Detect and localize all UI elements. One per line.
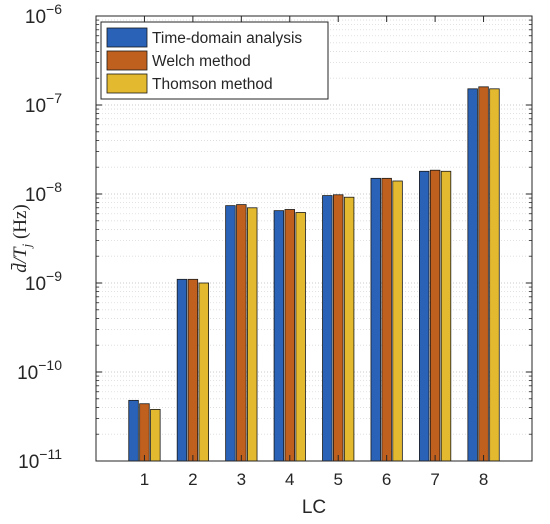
- bar-lc5-series-1: [322, 195, 333, 462]
- bar-lc8-series-2: [478, 86, 489, 462]
- legend-swatch-1: [106, 27, 148, 48]
- y-axis-label-main: d̄/T: [10, 246, 31, 273]
- y-tick-label: 10−10: [17, 357, 62, 384]
- legend-label-3: Thomson method: [152, 76, 273, 93]
- bar-lc2-series-2: [187, 278, 199, 462]
- ticks: 10−11 10−10 10−9 10−8 10−7 10−6 1 2 3 4 5 6 7 8: [17, 1, 532, 489]
- y-tick-label: 10−7: [25, 90, 62, 117]
- x-tick-label: 8: [479, 470, 488, 489]
- bar-lc4-series-1: [273, 210, 285, 462]
- bar-lc3-series-1: [225, 205, 236, 462]
- legend-label-1: Time-domain analysis: [152, 30, 302, 47]
- bar-lc5-series-2: [333, 194, 344, 462]
- bar-lc6-series-1: [370, 177, 381, 462]
- x-tick-label: 6: [382, 470, 391, 489]
- bar-lc2-series-1: [176, 278, 188, 462]
- bars: [128, 86, 500, 462]
- y-tick-label: 10−8: [25, 179, 62, 206]
- bar-lc3-series-3: [247, 207, 258, 462]
- bar-lc1-series-2: [139, 403, 150, 462]
- x-tick-label: 3: [237, 470, 246, 489]
- y-axis-label-subscript: j: [19, 243, 34, 249]
- bar-lc4-series-2: [284, 209, 295, 462]
- legend-swatch-2: [106, 50, 148, 71]
- legend-swatch-3: [106, 73, 148, 94]
- x-tick-label: 1: [140, 470, 149, 489]
- bar-lc8-series-3: [489, 88, 500, 462]
- y-axis-label-unit: (Hz): [10, 204, 31, 244]
- x-axis-label: LC: [302, 497, 326, 518]
- x-tick-label: 5: [333, 470, 342, 489]
- bar-lc7-series-3: [440, 170, 452, 462]
- x-tick-label: 4: [285, 470, 294, 489]
- bar-lc2-series-3: [198, 282, 209, 462]
- bar-lc3-series-2: [236, 204, 247, 462]
- y-tick-label: 10−11: [18, 446, 62, 473]
- bar-lc6-series-2: [381, 177, 392, 462]
- y-tick-label: 10−9: [25, 268, 62, 295]
- bar-lc7-series-2: [429, 169, 441, 462]
- bar-lc5-series-3: [343, 196, 355, 462]
- bar-lc7-series-1: [419, 170, 430, 462]
- bar-lc8-series-1: [467, 88, 478, 462]
- bar-lc4-series-3: [295, 212, 306, 462]
- x-tick-label: 7: [430, 470, 439, 489]
- bar-lc1-series-3: [150, 408, 161, 462]
- legend: Time-domain analysis Welch method Thomson …: [100, 21, 329, 100]
- plot-frame: [95, 15, 533, 462]
- y-axis-label: d̄/Tj (Hz): [10, 204, 34, 273]
- x-tick-label: 2: [188, 470, 197, 489]
- y-tick-label: 10−6: [25, 1, 62, 28]
- legend-label-2: Welch method: [152, 53, 251, 70]
- bar-lc6-series-3: [392, 180, 403, 462]
- bar-lc1-series-1: [128, 399, 139, 462]
